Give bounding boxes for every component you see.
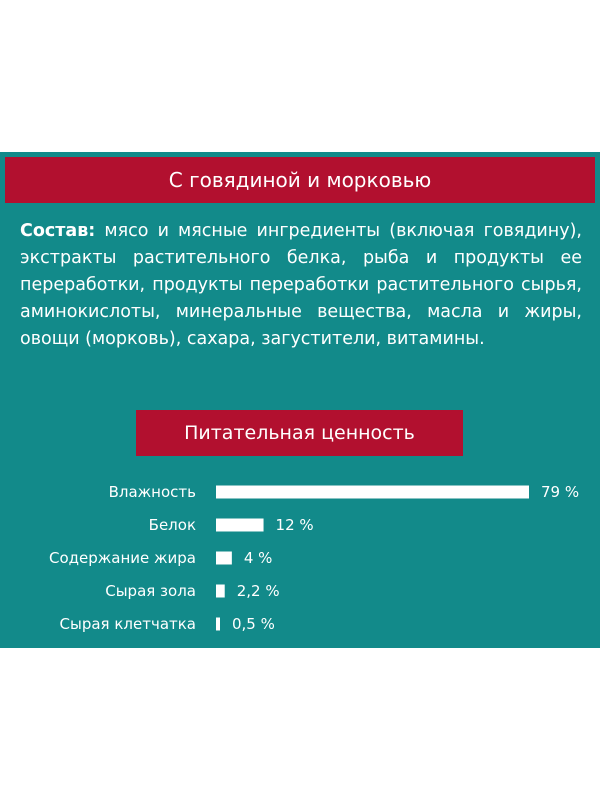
category-label: Белок bbox=[149, 516, 196, 534]
composition-text: мясо и мясные ингредиенты (включая говяд… bbox=[20, 221, 582, 349]
value-label: 4 % bbox=[244, 549, 273, 567]
value-label: 0,5 % bbox=[232, 615, 275, 633]
bar bbox=[216, 518, 264, 532]
bar bbox=[216, 551, 232, 565]
nutrition-bar-chart: Влажность 79 % Белок 12 % Содержание жира 4 %… bbox=[49, 483, 579, 633]
bar bbox=[216, 485, 529, 499]
nutrition-title: Питательная ценность bbox=[184, 422, 415, 444]
product-title-banner: С говядиной и морковью bbox=[5, 157, 595, 203]
product-info-panel: С говядиной и морковью Состав: мясо и мя… bbox=[0, 152, 600, 648]
composition-label: Состав: bbox=[20, 221, 96, 241]
bar bbox=[216, 617, 220, 631]
category-label: Сырая зола bbox=[105, 582, 196, 600]
value-label: 79 % bbox=[541, 483, 579, 501]
category-label: Содержание жира bbox=[49, 549, 196, 567]
composition-block: Состав: мясо и мясные ингредиенты (включ… bbox=[20, 218, 582, 353]
nutrition-title-banner: Питательная ценность bbox=[136, 410, 463, 456]
product-title: С говядиной и морковью bbox=[168, 168, 432, 192]
value-label: 2,2 % bbox=[237, 582, 280, 600]
category-label: Влажность bbox=[109, 483, 196, 501]
category-label: Сырая клетчатка bbox=[60, 615, 196, 633]
bar bbox=[216, 584, 225, 598]
value-label: 12 % bbox=[276, 516, 314, 534]
